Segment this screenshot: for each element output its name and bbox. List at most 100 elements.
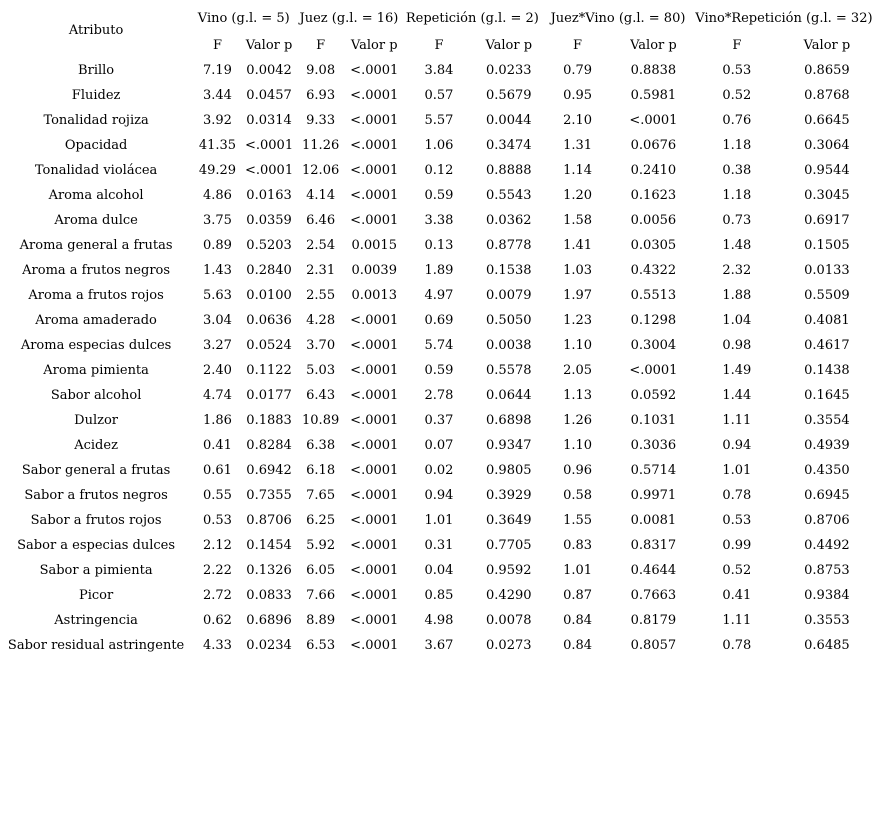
value-cell: 1.55: [563, 513, 593, 528]
value-cell: 1.86: [202, 413, 232, 428]
value-cell: 0.0592: [630, 388, 677, 403]
attribute-label: Dulzor: [74, 413, 119, 428]
value-cell: 0.7355: [246, 488, 292, 503]
value-cell: 4.33: [202, 638, 232, 653]
value-cell: 0.0163: [246, 188, 292, 203]
value-cell: 1.49: [722, 363, 752, 378]
value-cell: 1.88: [722, 288, 752, 303]
value-cell: 0.6645: [804, 113, 850, 128]
value-cell: 0.3036: [630, 438, 677, 453]
value-cell: 0.3064: [804, 138, 850, 153]
value-cell: 0.89: [202, 238, 232, 253]
value-cell: 0.5509: [804, 288, 850, 303]
value-cell: 0.0133: [804, 263, 850, 278]
value-cell: <.0001: [350, 563, 399, 578]
value-cell: 0.3553: [804, 613, 850, 628]
value-cell: 2.72: [202, 588, 232, 603]
value-cell: 0.1645: [804, 388, 850, 403]
table-row: Tonalidad rojiza 3.92 0.0314 9.33 <.0001 5.57…: [0, 108, 874, 133]
table-row: Aroma amaderado 3.04 0.0636 4.28 <.0001 0.69 0…: [0, 308, 874, 333]
attribute-label: Aroma amaderado: [35, 313, 157, 328]
value-cell: 0.96: [563, 463, 593, 478]
value-cell: 0.8057: [630, 638, 677, 653]
value-cell: 0.0305: [630, 238, 677, 253]
value-cell: 1.31: [563, 138, 593, 153]
value-cell: 11.26: [302, 138, 340, 153]
value-cell: 6.38: [306, 438, 336, 453]
value-cell: 0.9971: [630, 488, 677, 503]
attribute-label: Aroma dulce: [54, 213, 138, 228]
value-cell: 4.98: [424, 613, 454, 628]
sub-header-row: F Valor p F Valor p F Valor p F Valor p …: [0, 33, 874, 58]
value-cell: 0.99: [722, 538, 752, 553]
value-cell: 0.3649: [486, 513, 532, 528]
value-cell: 3.27: [202, 338, 232, 353]
attribute-label: Sabor a especias dulces: [17, 538, 176, 553]
value-cell: 3.44: [202, 88, 232, 103]
value-cell: 1.10: [563, 438, 593, 453]
value-cell: 0.87: [563, 588, 593, 603]
value-cell: 3.92: [202, 113, 232, 128]
value-cell: <.0001: [350, 438, 399, 453]
value-cell: <.0001: [350, 338, 399, 353]
value-cell: 0.0359: [246, 213, 292, 228]
value-cell: 6.18: [306, 463, 336, 478]
value-cell: 5.74: [424, 338, 454, 353]
subheader-juez-f: F: [316, 38, 326, 53]
value-cell: <.0001: [350, 188, 399, 203]
table-row: Picor 2.72 0.0833 7.66 <.0001 0.85 0.4290 0.87 0…: [0, 583, 874, 608]
value-cell: 10.89: [302, 413, 340, 428]
value-cell: 0.9544: [804, 163, 850, 178]
group-header-row: Atributo Vino (g.l. = 5) Juez (g.l. = 16…: [0, 3, 874, 39]
subheader-vino-repeticion-f: F: [732, 38, 742, 53]
value-cell: 6.93: [306, 88, 336, 103]
value-cell: 2.40: [202, 363, 232, 378]
anova-results-table: Atributo Vino (g.l. = 5) Juez (g.l. = 16…: [0, 3, 874, 658]
table-row: Aroma a frutos rojos 5.63 0.0100 2.55 0.0013…: [0, 283, 874, 308]
attribute-label: Sabor general a frutas: [21, 463, 171, 478]
attribute-label: Tonalidad rojiza: [43, 113, 149, 128]
subheader-juez-vino-valorp: Valor p: [630, 38, 677, 53]
value-cell: 0.38: [722, 163, 752, 178]
table-row: Sabor a frutos rojos 0.53 0.8706 6.25 <.0001…: [0, 508, 874, 533]
value-cell: 0.59: [424, 363, 454, 378]
value-cell: 2.54: [306, 238, 336, 253]
value-cell: 0.0314: [246, 113, 292, 128]
table-row: Aroma especias dulces 3.27 0.0524 3.70 <.000…: [0, 333, 874, 358]
value-cell: 0.0833: [246, 588, 292, 603]
value-cell: 0.37: [424, 413, 454, 428]
value-cell: 4.86: [202, 188, 232, 203]
group-header-vino-repeticion: Vino*Repetición (g.l. = 32): [695, 10, 873, 26]
value-cell: 9.08: [306, 63, 336, 78]
value-cell: <.0001: [350, 88, 399, 103]
value-cell: 3.38: [424, 213, 454, 228]
table-row: Sabor a especias dulces 2.12 0.1454 5.92 <.0…: [0, 533, 874, 558]
value-cell: 2.10: [563, 113, 593, 128]
table-row: Sabor residual astringente 4.33 0.0234 6.53…: [0, 633, 874, 658]
value-cell: 0.0013: [351, 288, 397, 303]
value-cell: 6.05: [306, 563, 336, 578]
value-cell: 0.3045: [804, 188, 850, 203]
value-cell: 1.11: [722, 413, 752, 428]
column-header-atributo: Atributo: [68, 23, 124, 38]
value-cell: 0.04: [424, 563, 454, 578]
value-cell: 1.44: [722, 388, 752, 403]
value-cell: <.0001: [350, 538, 399, 553]
value-cell: 2.31: [306, 263, 336, 278]
value-cell: 0.4492: [804, 538, 850, 553]
value-cell: 0.5714: [630, 463, 677, 478]
value-cell: 0.8179: [630, 613, 677, 628]
value-cell: 0.62: [202, 613, 232, 628]
value-cell: 0.9384: [804, 588, 850, 603]
attribute-label: Brillo: [78, 63, 115, 78]
value-cell: 0.5981: [630, 88, 677, 103]
table-body: Brillo 7.19 0.0042 9.08 <.0001 3.84 0.0233 0.79…: [0, 58, 874, 658]
subheader-repeticion-valorp: Valor p: [485, 38, 533, 53]
value-cell: 1.03: [563, 263, 593, 278]
attribute-label: Tonalidad violácea: [34, 163, 158, 178]
value-cell: 0.5513: [630, 288, 677, 303]
value-cell: 0.7663: [630, 588, 677, 603]
value-cell: 0.0177: [246, 388, 292, 403]
value-cell: 1.48: [722, 238, 752, 253]
value-cell: 0.53: [722, 63, 752, 78]
